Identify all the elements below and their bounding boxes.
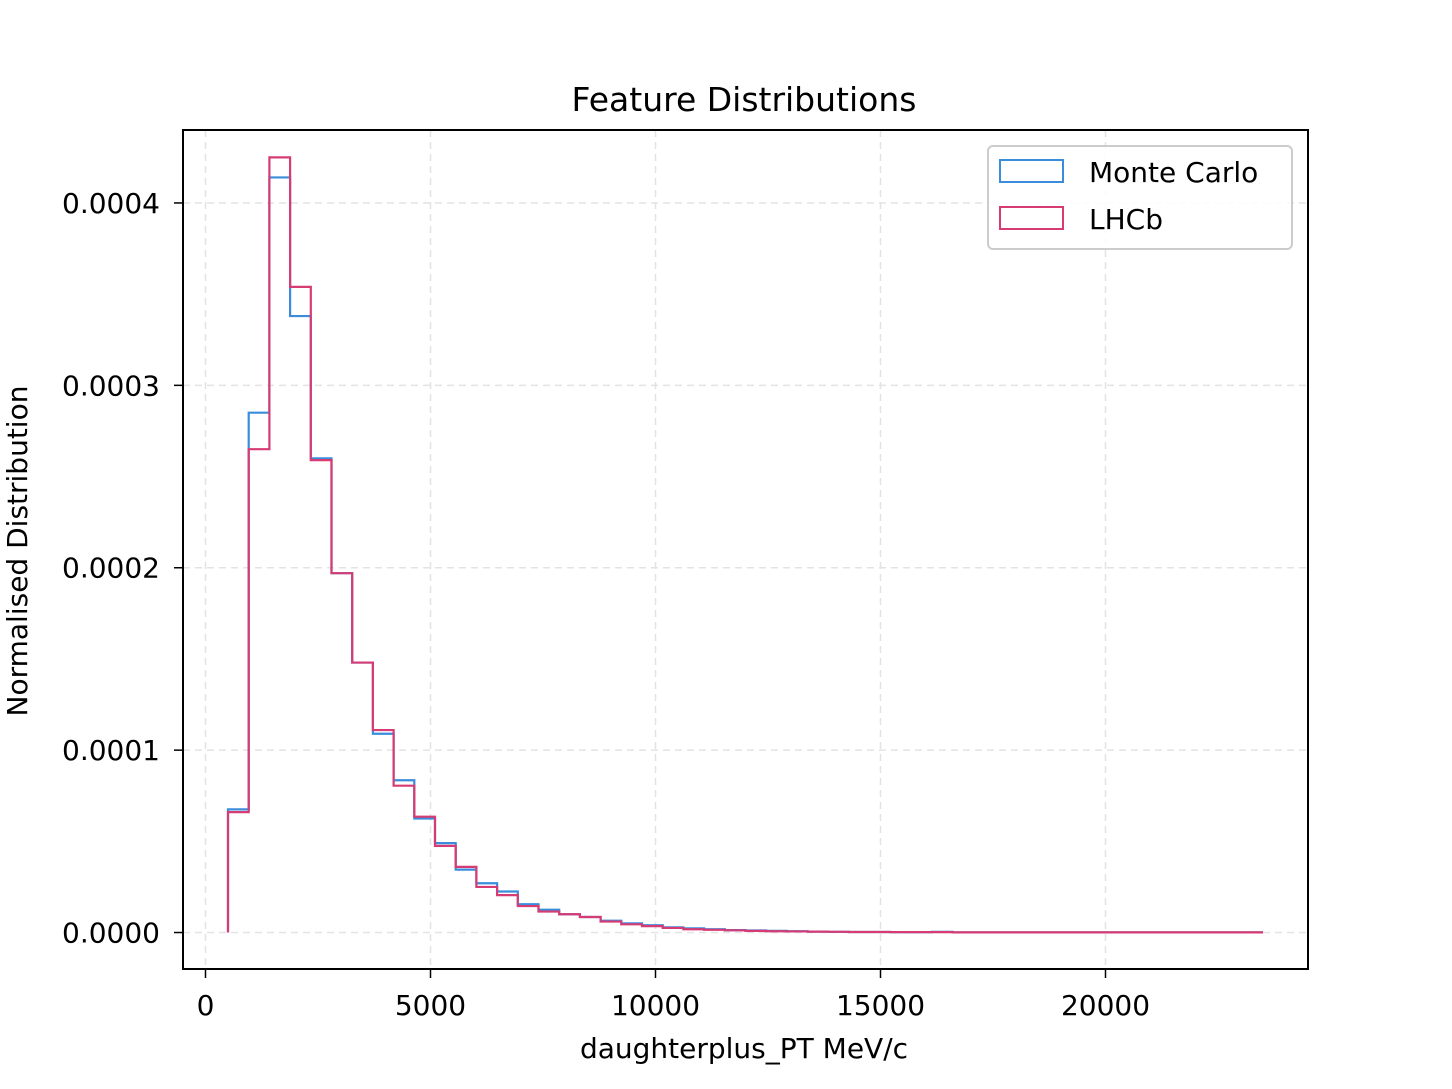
legend: Monte Carlo LHCb — [987, 145, 1293, 250]
x-tick-label: 10000 — [611, 989, 700, 1022]
y-axis-title: Normalised Distribution — [1, 386, 34, 717]
x-tick-label: 15000 — [836, 989, 925, 1022]
x-axis-ticks: 0 5000 10000 15000 20000 — [197, 969, 1150, 1022]
y-tick-label: 0.0004 — [62, 187, 160, 220]
x-tick-label: 5000 — [395, 989, 466, 1022]
chart-title: Feature Distributions — [572, 80, 917, 119]
x-tick-label: 20000 — [1061, 989, 1150, 1022]
legend-label-monte-carlo: Monte Carlo — [1089, 156, 1258, 189]
plot-frame — [182, 129, 1309, 970]
y-tick-label: 0.0002 — [62, 552, 160, 585]
x-axis-title: daughterplus_PT MeV/c — [580, 1032, 908, 1065]
legend-swatch-monte-carlo — [999, 159, 1064, 183]
histogram-series — [226, 156, 1263, 934]
y-tick-label: 0.0000 — [62, 917, 160, 950]
y-axis-ticks: 0.0000 0.0001 0.0002 0.0003 0.0004 — [62, 187, 183, 950]
series-lhcb-step — [226, 156, 1263, 934]
y-tick-label: 0.0003 — [62, 369, 160, 402]
y-tick-label: 0.0001 — [62, 734, 160, 767]
legend-label-lhcb: LHCb — [1089, 203, 1163, 236]
x-tick-label: 0 — [197, 989, 215, 1022]
legend-swatch-lhcb — [999, 206, 1064, 230]
